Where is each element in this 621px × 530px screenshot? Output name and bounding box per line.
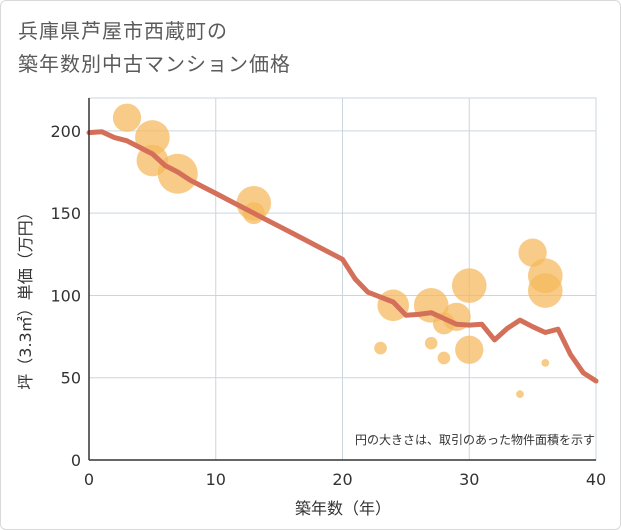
- y-tick-label: 50: [61, 369, 81, 388]
- y-tick-label: 200: [50, 122, 81, 141]
- data-bubble: [112, 103, 142, 132]
- x-tick-label: 40: [586, 470, 606, 489]
- trend-line: [86, 129, 599, 384]
- data-bubble: [135, 120, 170, 155]
- data-bubble: [516, 390, 524, 399]
- chart-title-line-2: 築年数別中古マンション価格: [18, 52, 291, 76]
- size-note: 円の大きさは、取引のあった物件面積を示す: [355, 432, 595, 447]
- data-bubble: [424, 336, 438, 350]
- bubble-layer: [112, 103, 563, 399]
- data-bubble: [455, 335, 484, 364]
- x-tick-label: 0: [84, 470, 94, 489]
- y-axis-label: 坪（3.3㎡）単価（万円）: [16, 204, 35, 389]
- y-tick-label: 0: [71, 451, 81, 470]
- y-tick-label: 150: [50, 204, 81, 223]
- axes: 0 50 100 150 200 0 10 20 30 40: [50, 98, 606, 489]
- data-bubble: [527, 273, 563, 308]
- x-axis-label: 築年数（年）: [295, 499, 391, 518]
- x-tick-label: 10: [206, 470, 226, 489]
- chart-title-line-1: 兵庫県芦屋市西蔵町の: [18, 19, 228, 43]
- data-bubble: [541, 359, 550, 367]
- chart-title: 兵庫県芦屋市西蔵町の 築年数別中古マンション価格: [18, 15, 291, 81]
- data-bubble: [451, 268, 487, 303]
- grid-lines: [88, 97, 597, 461]
- data-bubble: [437, 351, 451, 365]
- y-tick-label: 100: [50, 286, 81, 305]
- x-tick-label: 30: [459, 470, 479, 489]
- data-bubble: [374, 341, 387, 355]
- trend-layer: [86, 129, 599, 384]
- x-tick-label: 20: [332, 470, 352, 489]
